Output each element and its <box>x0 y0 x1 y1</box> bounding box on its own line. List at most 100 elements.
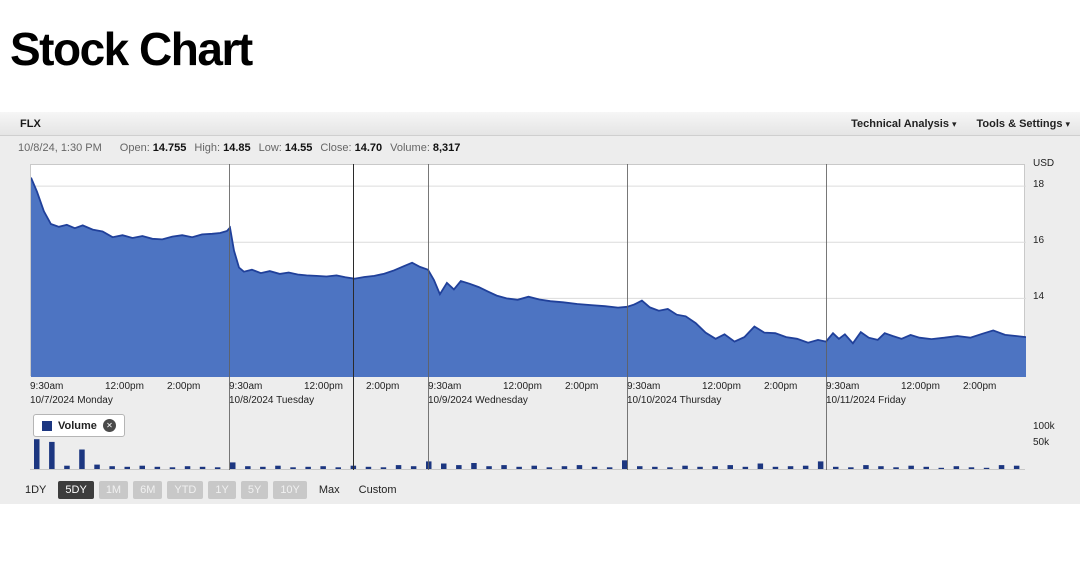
volume-bar <box>968 467 975 470</box>
symbol-label: FLX <box>20 117 41 130</box>
x-tick-label: 9:30am <box>428 381 462 392</box>
day-separator-line <box>826 164 827 470</box>
quote-field-value: 14.55 <box>284 142 313 154</box>
range-button-1dy[interactable]: 1DY <box>25 484 47 496</box>
volume-chart[interactable] <box>30 418 1025 470</box>
quote-bar: 10/8/24, 1:30 PM Open: 14.755 High: 14.85 Low… <box>18 142 460 154</box>
quote-field-label: Low: <box>258 142 282 154</box>
x-tick-label: 9:30am <box>30 381 64 392</box>
toolbar-menus: Technical Analysis ▾ Tools & Settings ▾ <box>851 118 1070 130</box>
x-tick-label: 9:30am <box>627 381 661 392</box>
volume-bar <box>908 465 914 470</box>
volume-bar <box>260 466 266 470</box>
x-tick-label: 12:00pm <box>702 381 741 392</box>
menu-tools-settings-label: Tools & Settings <box>976 117 1063 130</box>
volume-bar <box>576 465 583 470</box>
volume-axis-tick: 50k <box>1033 437 1050 448</box>
volume-bar <box>275 465 281 470</box>
volume-bar <box>109 466 115 470</box>
volume-bar <box>923 466 929 470</box>
volume-swatch-icon <box>42 420 52 431</box>
volume-bar <box>772 466 779 470</box>
volume-bar <box>49 441 55 470</box>
quote-field-label: High: <box>194 142 221 154</box>
volume-bar <box>290 467 296 470</box>
day-separator-line <box>428 164 429 470</box>
crosshair-line <box>353 164 354 470</box>
volume-legend-label: Volume <box>58 419 97 432</box>
x-tick-label: 2:00pm <box>764 381 798 392</box>
volume-bar <box>652 466 658 470</box>
volume-bar <box>833 466 839 470</box>
volume-bar <box>139 465 145 470</box>
volume-bar <box>94 464 100 470</box>
price-axis-tick: 18 <box>1033 179 1045 190</box>
chart-toolbar: FLX Technical Analysis ▾ Tools & Settings… <box>0 112 1080 136</box>
day-label: 10/11/2024 Friday <box>826 395 906 406</box>
range-button-5y[interactable]: 5Y <box>240 481 269 499</box>
quote-fields: Open: 14.755 High: 14.85 Low: 14.55 Close: 14.7… <box>112 142 461 154</box>
volume-axis: 100k 50k <box>1033 418 1078 470</box>
volume-bar <box>938 467 944 470</box>
volume-bar <box>169 467 176 470</box>
date-axis: 10/7/2024 Monday 10/8/2024 Tuesday 10/9/20… <box>30 395 1025 407</box>
volume-bar <box>546 467 553 470</box>
day-label: 10/7/2024 Monday <box>30 395 113 406</box>
quote-field-value: 14.85 <box>223 142 251 154</box>
price-area <box>31 177 1026 377</box>
volume-bar <box>230 462 236 470</box>
time-axis: 9:30am 12:00pm 2:00pm 9:30am 12:00pm 2:00pm 9:… <box>30 381 1025 393</box>
caret-down-icon: ▾ <box>951 118 957 129</box>
range-button-custom[interactable]: Custom <box>358 484 397 496</box>
remove-volume-button[interactable]: ✕ <box>102 419 116 432</box>
range-button-1m[interactable]: 1M <box>98 481 129 499</box>
volume-bar <box>34 439 40 470</box>
volume-bar <box>214 467 221 470</box>
quote-field-label: Open: <box>119 142 150 154</box>
page-title: Stock Chart <box>10 23 253 75</box>
x-tick-label: 2:00pm <box>565 381 599 392</box>
price-axis-unit: USD <box>1033 158 1055 169</box>
volume-bar <box>998 465 1005 470</box>
price-line <box>31 177 1026 345</box>
volume-bar <box>606 467 613 470</box>
volume-legend: Volume ✕ <box>33 414 125 437</box>
volume-bar <box>697 466 703 470</box>
volume-bar <box>591 466 598 470</box>
range-button-5dy[interactable]: 5DY <box>58 481 94 499</box>
day-separator-line <box>627 164 628 470</box>
volume-bar <box>893 467 899 470</box>
volume-bar <box>561 466 568 470</box>
menu-technical-analysis[interactable]: Technical Analysis ▾ <box>851 118 956 130</box>
range-button-1y[interactable]: 1Y <box>208 481 236 499</box>
price-chart[interactable] <box>30 164 1026 377</box>
volume-bar <box>878 466 884 470</box>
volume-bar <box>848 467 854 470</box>
volume-bar <box>456 465 462 470</box>
quote-field-value: 8,317 <box>432 142 461 154</box>
range-button-ytd[interactable]: YTD <box>167 481 204 499</box>
day-label: 10/10/2024 Thursday <box>627 395 722 406</box>
volume-bar <box>637 466 643 470</box>
volume-bar <box>1013 465 1020 470</box>
volume-bar <box>335 467 341 470</box>
volume-bar <box>863 465 869 470</box>
day-separator-line <box>229 164 230 470</box>
x-tick-label: 12:00pm <box>503 381 542 392</box>
menu-tools-settings[interactable]: Tools & Settings ▾ <box>977 118 1071 130</box>
volume-bar <box>471 463 477 470</box>
x-tick-label: 12:00pm <box>105 381 144 392</box>
range-button-10y[interactable]: 10Y <box>273 481 307 499</box>
volume-bar <box>757 463 764 470</box>
x-tick-label: 9:30am <box>826 381 860 392</box>
range-button-max[interactable]: Max <box>318 484 340 496</box>
volume-bar <box>79 449 85 470</box>
x-tick-label: 2:00pm <box>366 381 400 392</box>
volume-bar <box>199 466 206 470</box>
volume-bar <box>712 466 718 470</box>
volume-bar <box>154 466 161 470</box>
volume-bar <box>802 465 809 470</box>
range-button-6m[interactable]: 6M <box>133 481 163 499</box>
volume-bar <box>516 466 522 470</box>
